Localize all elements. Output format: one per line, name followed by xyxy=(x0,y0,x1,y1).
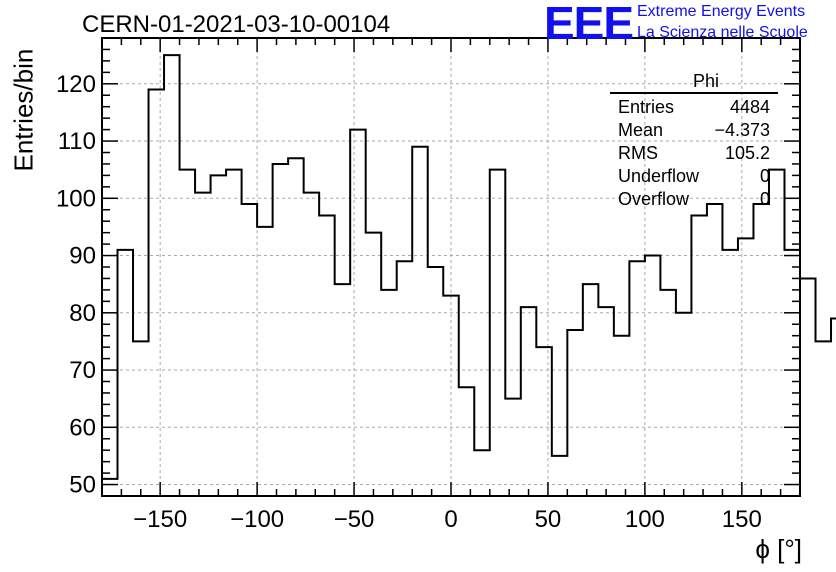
x-tick-label: −100 xyxy=(230,506,284,533)
histogram-bin xyxy=(304,193,320,496)
stats-label: Mean xyxy=(618,120,664,140)
histogram-bin xyxy=(180,170,196,496)
histogram-bin xyxy=(536,347,552,496)
y-tick-label: 80 xyxy=(69,300,96,327)
histogram-bin xyxy=(660,290,676,496)
y-tick-label: 90 xyxy=(69,243,96,270)
histogram-bin xyxy=(118,250,134,496)
stats-row: Overflow 0 xyxy=(610,188,778,211)
histogram-bin xyxy=(257,227,273,496)
stats-box: Phi Entries 4484 Mean −4.373 RMS 105.2 U… xyxy=(610,70,778,211)
y-tick-label: 100 xyxy=(56,185,96,212)
histogram-bin xyxy=(412,147,428,496)
histogram-bin xyxy=(226,170,242,496)
histogram-bin xyxy=(443,296,459,496)
histogram-bin xyxy=(784,250,800,496)
histogram-bin xyxy=(816,341,832,496)
histogram-bin xyxy=(552,456,568,496)
stats-value: 0 xyxy=(759,189,770,209)
histogram-bin xyxy=(629,261,645,496)
x-tick-label: −150 xyxy=(133,506,187,533)
histogram-bin xyxy=(164,55,180,496)
x-tick-labels: −150 −100 −50 0 50 100 150 xyxy=(133,506,762,533)
histogram-bin xyxy=(753,204,769,496)
histogram-bin xyxy=(397,261,413,496)
org-name-line1: Extreme Energy Events xyxy=(637,3,806,20)
chart-title: CERN-01-2021-03-10-00104 xyxy=(82,11,391,38)
y-tick-label: 110 xyxy=(58,128,96,155)
histogram-bin xyxy=(273,164,289,496)
histogram-bin xyxy=(598,307,614,496)
histogram-bin xyxy=(428,267,444,496)
histogram-bin xyxy=(505,399,521,496)
histogram-bin xyxy=(769,170,785,496)
org-name-line2: La Scienza nelle Scuole xyxy=(637,24,808,41)
stats-value: −4.373 xyxy=(714,120,770,140)
stats-value: 4484 xyxy=(729,97,770,117)
stats-row: RMS 105.2 xyxy=(610,142,778,165)
stats-value: 105.2 xyxy=(724,143,770,163)
histogram-bin xyxy=(319,215,335,496)
histogram-series xyxy=(102,54,836,496)
eee-logo: EEE xyxy=(544,0,634,49)
x-tick-label: 0 xyxy=(444,506,457,533)
histogram-bin xyxy=(521,307,537,496)
histogram-bin xyxy=(102,479,118,496)
histogram-bin xyxy=(738,238,754,496)
histogram-bin xyxy=(133,341,149,496)
histogram-bin xyxy=(831,319,836,496)
histogram-bin xyxy=(490,170,506,496)
x-tick-label: 150 xyxy=(722,506,762,533)
y-tick-labels: 50 60 70 80 90 100 110 120 xyxy=(56,71,96,499)
histogram-bin xyxy=(335,284,351,496)
axis-ticks xyxy=(101,37,801,497)
histogram-bin xyxy=(242,204,258,496)
histogram-bin xyxy=(645,256,661,496)
stats-value: 0 xyxy=(759,166,770,186)
stats-label: Overflow xyxy=(618,189,690,209)
histogram-bin xyxy=(567,330,583,496)
histogram-bin xyxy=(195,193,211,496)
histogram-bin xyxy=(800,278,816,496)
stats-label: Underflow xyxy=(618,166,700,186)
grid-lines xyxy=(102,38,800,496)
histogram-bin xyxy=(149,90,165,496)
histogram-bin xyxy=(707,204,723,496)
histogram-bin xyxy=(614,336,630,496)
y-tick-label: 60 xyxy=(69,414,96,441)
y-axis-label: Entries/bin xyxy=(8,48,39,172)
histogram-bin xyxy=(459,387,475,496)
stats-label: Entries xyxy=(618,97,675,117)
histogram-bin xyxy=(350,130,366,496)
y-tick-label: 70 xyxy=(69,357,96,384)
stats-row: Mean −4.373 xyxy=(610,119,778,142)
stats-row: Entries 4484 xyxy=(610,96,778,119)
histogram-bin xyxy=(211,175,227,496)
y-tick-label: 50 xyxy=(69,472,96,499)
stats-label: RMS xyxy=(618,143,658,163)
histogram-bin xyxy=(722,250,738,496)
x-tick-label: 50 xyxy=(535,506,562,533)
histogram-step-line xyxy=(102,54,836,480)
histogram-bin xyxy=(691,215,707,496)
x-axis-label: ϕ [°] xyxy=(755,534,802,564)
stats-title: Phi xyxy=(610,70,778,94)
stats-row: Underflow 0 xyxy=(610,165,778,188)
histogram-bin xyxy=(676,313,692,496)
histogram-bin xyxy=(474,450,490,496)
x-tick-label: 100 xyxy=(625,506,665,533)
y-tick-label: 120 xyxy=(56,71,96,98)
x-tick-label: −50 xyxy=(334,506,375,533)
histogram-bin xyxy=(288,158,304,496)
histogram-bin xyxy=(381,290,397,496)
histogram-bin xyxy=(366,233,382,496)
histogram-bin xyxy=(583,284,599,496)
